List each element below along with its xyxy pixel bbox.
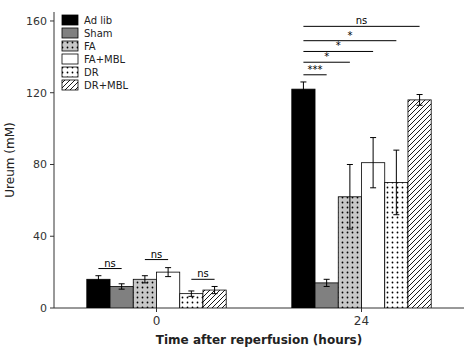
- x-tick-label: 0: [153, 314, 161, 328]
- significance-label: ns: [151, 249, 163, 260]
- y-tick-label: 120: [26, 87, 47, 100]
- legend-label: Ad lib: [84, 15, 112, 26]
- axes: 0 40 80 120 160 0 24: [26, 12, 464, 328]
- legend-swatch: [62, 54, 78, 64]
- y-tick: [50, 164, 54, 165]
- legend-swatch: [62, 41, 78, 51]
- legend-label: FA+MBL: [84, 54, 126, 65]
- legend-label: FA: [84, 41, 96, 52]
- plot-area: [87, 82, 431, 308]
- legend-swatch: [62, 28, 78, 38]
- error-bar: [370, 138, 376, 188]
- legend-label: DR: [84, 67, 99, 78]
- y-tick: [50, 20, 54, 21]
- y-tick: [50, 236, 54, 237]
- error-bar: [165, 268, 171, 277]
- significance-label: ns: [356, 15, 368, 26]
- annotations: nsnsns******ns: [98, 15, 419, 279]
- y-axis-label: Ureum (mM): [3, 122, 17, 197]
- legend-swatch: [62, 15, 78, 25]
- y-axis: [54, 12, 55, 308]
- error-bar: [417, 95, 423, 106]
- significance-label: *: [324, 51, 329, 62]
- error-bar: [188, 291, 194, 296]
- x-tick: [156, 308, 157, 312]
- significance-label: ns: [197, 268, 209, 279]
- error-bar: [212, 286, 218, 293]
- error-bar: [142, 276, 148, 283]
- error-bar: [300, 82, 306, 96]
- error-bar: [393, 150, 399, 215]
- error-bar: [119, 284, 125, 289]
- error-bar: [347, 164, 353, 229]
- bar: [110, 286, 133, 308]
- significance-label: *: [336, 40, 341, 51]
- significance-label: ***: [308, 64, 323, 75]
- bar: [408, 100, 431, 308]
- error-bar: [95, 276, 101, 283]
- legend-swatch: [62, 80, 78, 90]
- significance-label: *: [347, 30, 352, 41]
- legend-swatch: [62, 67, 78, 77]
- legend: Ad lib Sham FA FA+MBL DR DR+MBL: [62, 15, 129, 91]
- x-axis-label: Time after reperfusion (hours): [156, 333, 362, 347]
- y-tick: [50, 308, 54, 309]
- y-tick: [50, 92, 54, 93]
- x-tick-label: 24: [354, 314, 369, 328]
- y-tick-label: 80: [33, 158, 47, 171]
- bar: [292, 89, 315, 308]
- y-tick-label: 40: [33, 230, 47, 243]
- legend-label: Sham: [84, 28, 113, 39]
- bar: [157, 272, 180, 308]
- legend-label: DR+MBL: [84, 80, 129, 91]
- y-tick-label: 0: [40, 302, 47, 315]
- error-bar: [324, 279, 330, 286]
- y-tick-label: 160: [26, 15, 47, 28]
- bar: [87, 279, 110, 308]
- significance-label: ns: [104, 258, 116, 269]
- x-tick: [361, 308, 362, 312]
- bar: [133, 279, 156, 308]
- chart: 0 40 80 120 160 0 24 Time after reperfusion (ho…: [0, 0, 474, 352]
